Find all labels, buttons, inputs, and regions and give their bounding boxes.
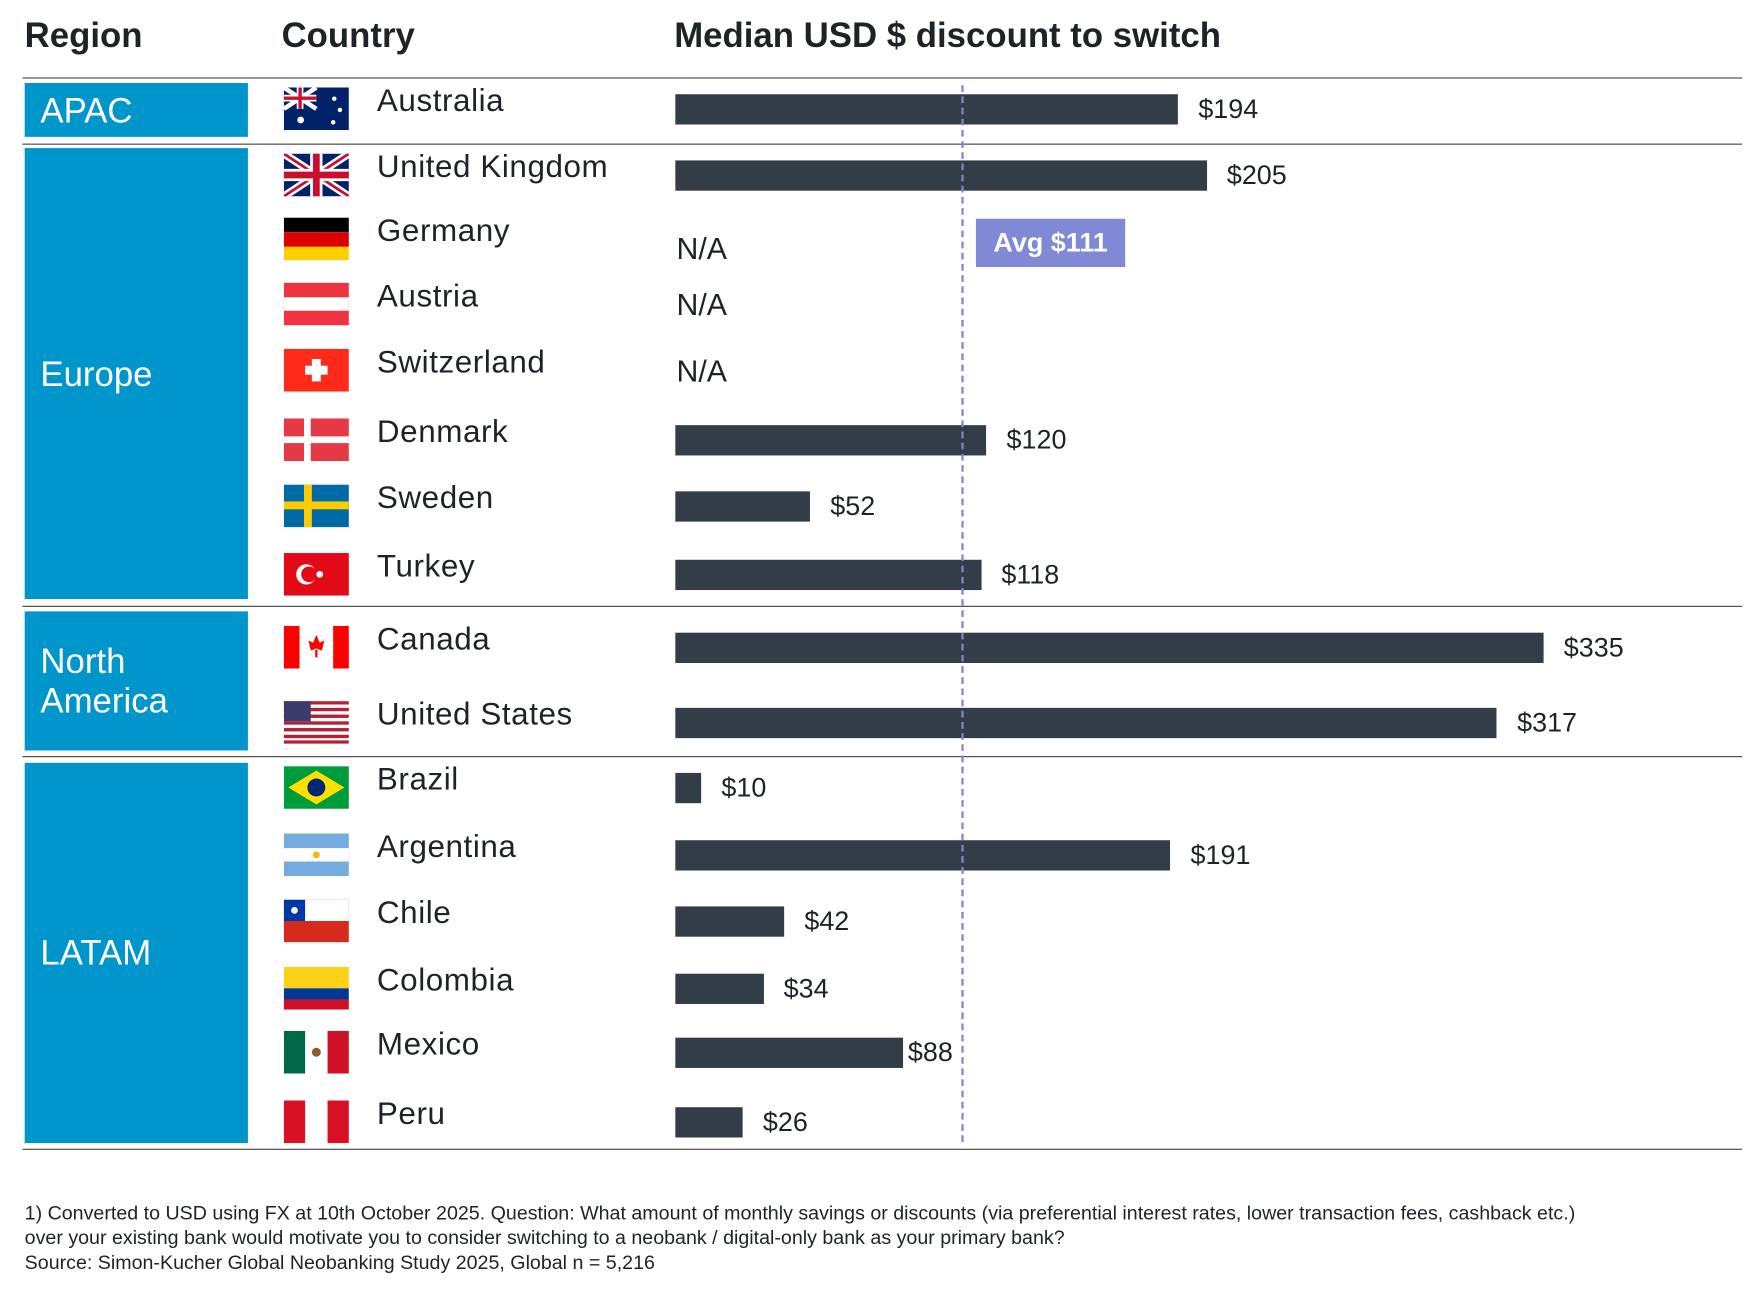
country-label: Turkey [376,548,476,584]
value-label: $194 [1198,94,1259,125]
country-label: United Kingdom [376,149,609,184]
separator-line [22,605,1743,607]
flag-austria-icon [283,282,349,326]
bar-australia [675,94,1179,125]
bar-united-kingdom [675,160,1207,191]
region-apac: APAC [24,83,248,137]
bar-chile [675,906,785,937]
value-label: $88 [907,1037,953,1068]
flag-mexico-icon [283,1030,349,1074]
region-north-america: North America [24,611,248,751]
flag-chile-icon [283,899,349,943]
value-label-na: N/A [676,232,727,266]
bar-sweden [675,491,811,522]
bar-colombia [675,973,764,1005]
flag-turkey-icon [283,553,349,596]
average-label: Avg $111 [975,218,1126,267]
flag-canada-icon [283,625,349,669]
country-label: Denmark [376,413,509,449]
country-label: Peru [376,1095,446,1131]
flag-united-kingdom-icon [283,153,349,197]
separator-line [22,77,1743,79]
bar-brazil [675,772,702,804]
value-label: $10 [721,772,767,804]
country-label: Switzerland [376,344,546,380]
source-note: Source: Simon-Kucher Global Neobanking S… [24,1250,655,1274]
region-label: APAC [40,90,133,130]
flag-united-states-icon [283,701,349,744]
flag-brazil-icon [283,766,349,809]
country-label: Mexico [376,1026,480,1062]
flag-sweden-icon [283,484,349,528]
country-label: Austria [376,278,479,313]
region-label: North America [40,641,168,721]
country-label: Brazil [376,761,459,797]
flag-colombia-icon [283,966,349,1010]
separator-line [22,1148,1743,1150]
bar-denmark [675,425,987,456]
value-label: $205 [1226,160,1287,191]
value-label: $191 [1190,840,1251,871]
value-label-na: N/A [676,288,727,322]
country-label: Argentina [376,829,517,864]
bar-united-states [675,707,1497,739]
flag-peru-icon [283,1100,349,1144]
value-label: $335 [1563,632,1624,663]
region-europe: Europe [24,148,248,600]
chart-title: Median USD $ discount to switch [674,15,1222,55]
footnote-line-1: 1) Converted to USD using FX at 10th Oct… [24,1201,1576,1224]
country-label: Sweden [376,480,494,515]
country-label: United States [376,696,573,732]
flag-switzerland-icon [283,348,349,392]
average-reference-line [961,85,965,1142]
footnote-line-2: over your existing bank would motivate y… [24,1226,1065,1249]
flag-denmark-icon [283,418,349,462]
header-region: Region [24,15,143,55]
value-label: $26 [762,1107,808,1138]
country-label: Chile [376,895,452,930]
bar-peru [675,1107,743,1138]
flag-argentina-icon [283,833,349,877]
country-label: Colombia [376,962,515,998]
region-latam: LATAM [24,762,248,1144]
region-label: LATAM [40,933,152,973]
flag-germany-icon [283,217,349,261]
region-label: Europe [40,353,153,394]
value-label: $42 [804,906,850,937]
country-label: Australia [376,83,505,118]
bar-turkey [675,559,982,591]
value-label: $34 [783,973,829,1005]
country-label: Canada [376,621,491,657]
value-label: $118 [1001,559,1060,591]
value-label-na: N/A [676,354,727,389]
bar-canada [675,632,1544,663]
separator-line [22,756,1743,758]
bar-argentina [675,840,1171,871]
header-country: Country [281,15,415,55]
value-label: $120 [1006,425,1067,456]
value-label: $52 [830,491,876,522]
country-label: Germany [376,213,511,248]
flag-australia-icon [283,87,349,131]
value-label: $317 [1517,707,1578,739]
bar-mexico [675,1037,904,1068]
separator-line [22,143,1743,145]
